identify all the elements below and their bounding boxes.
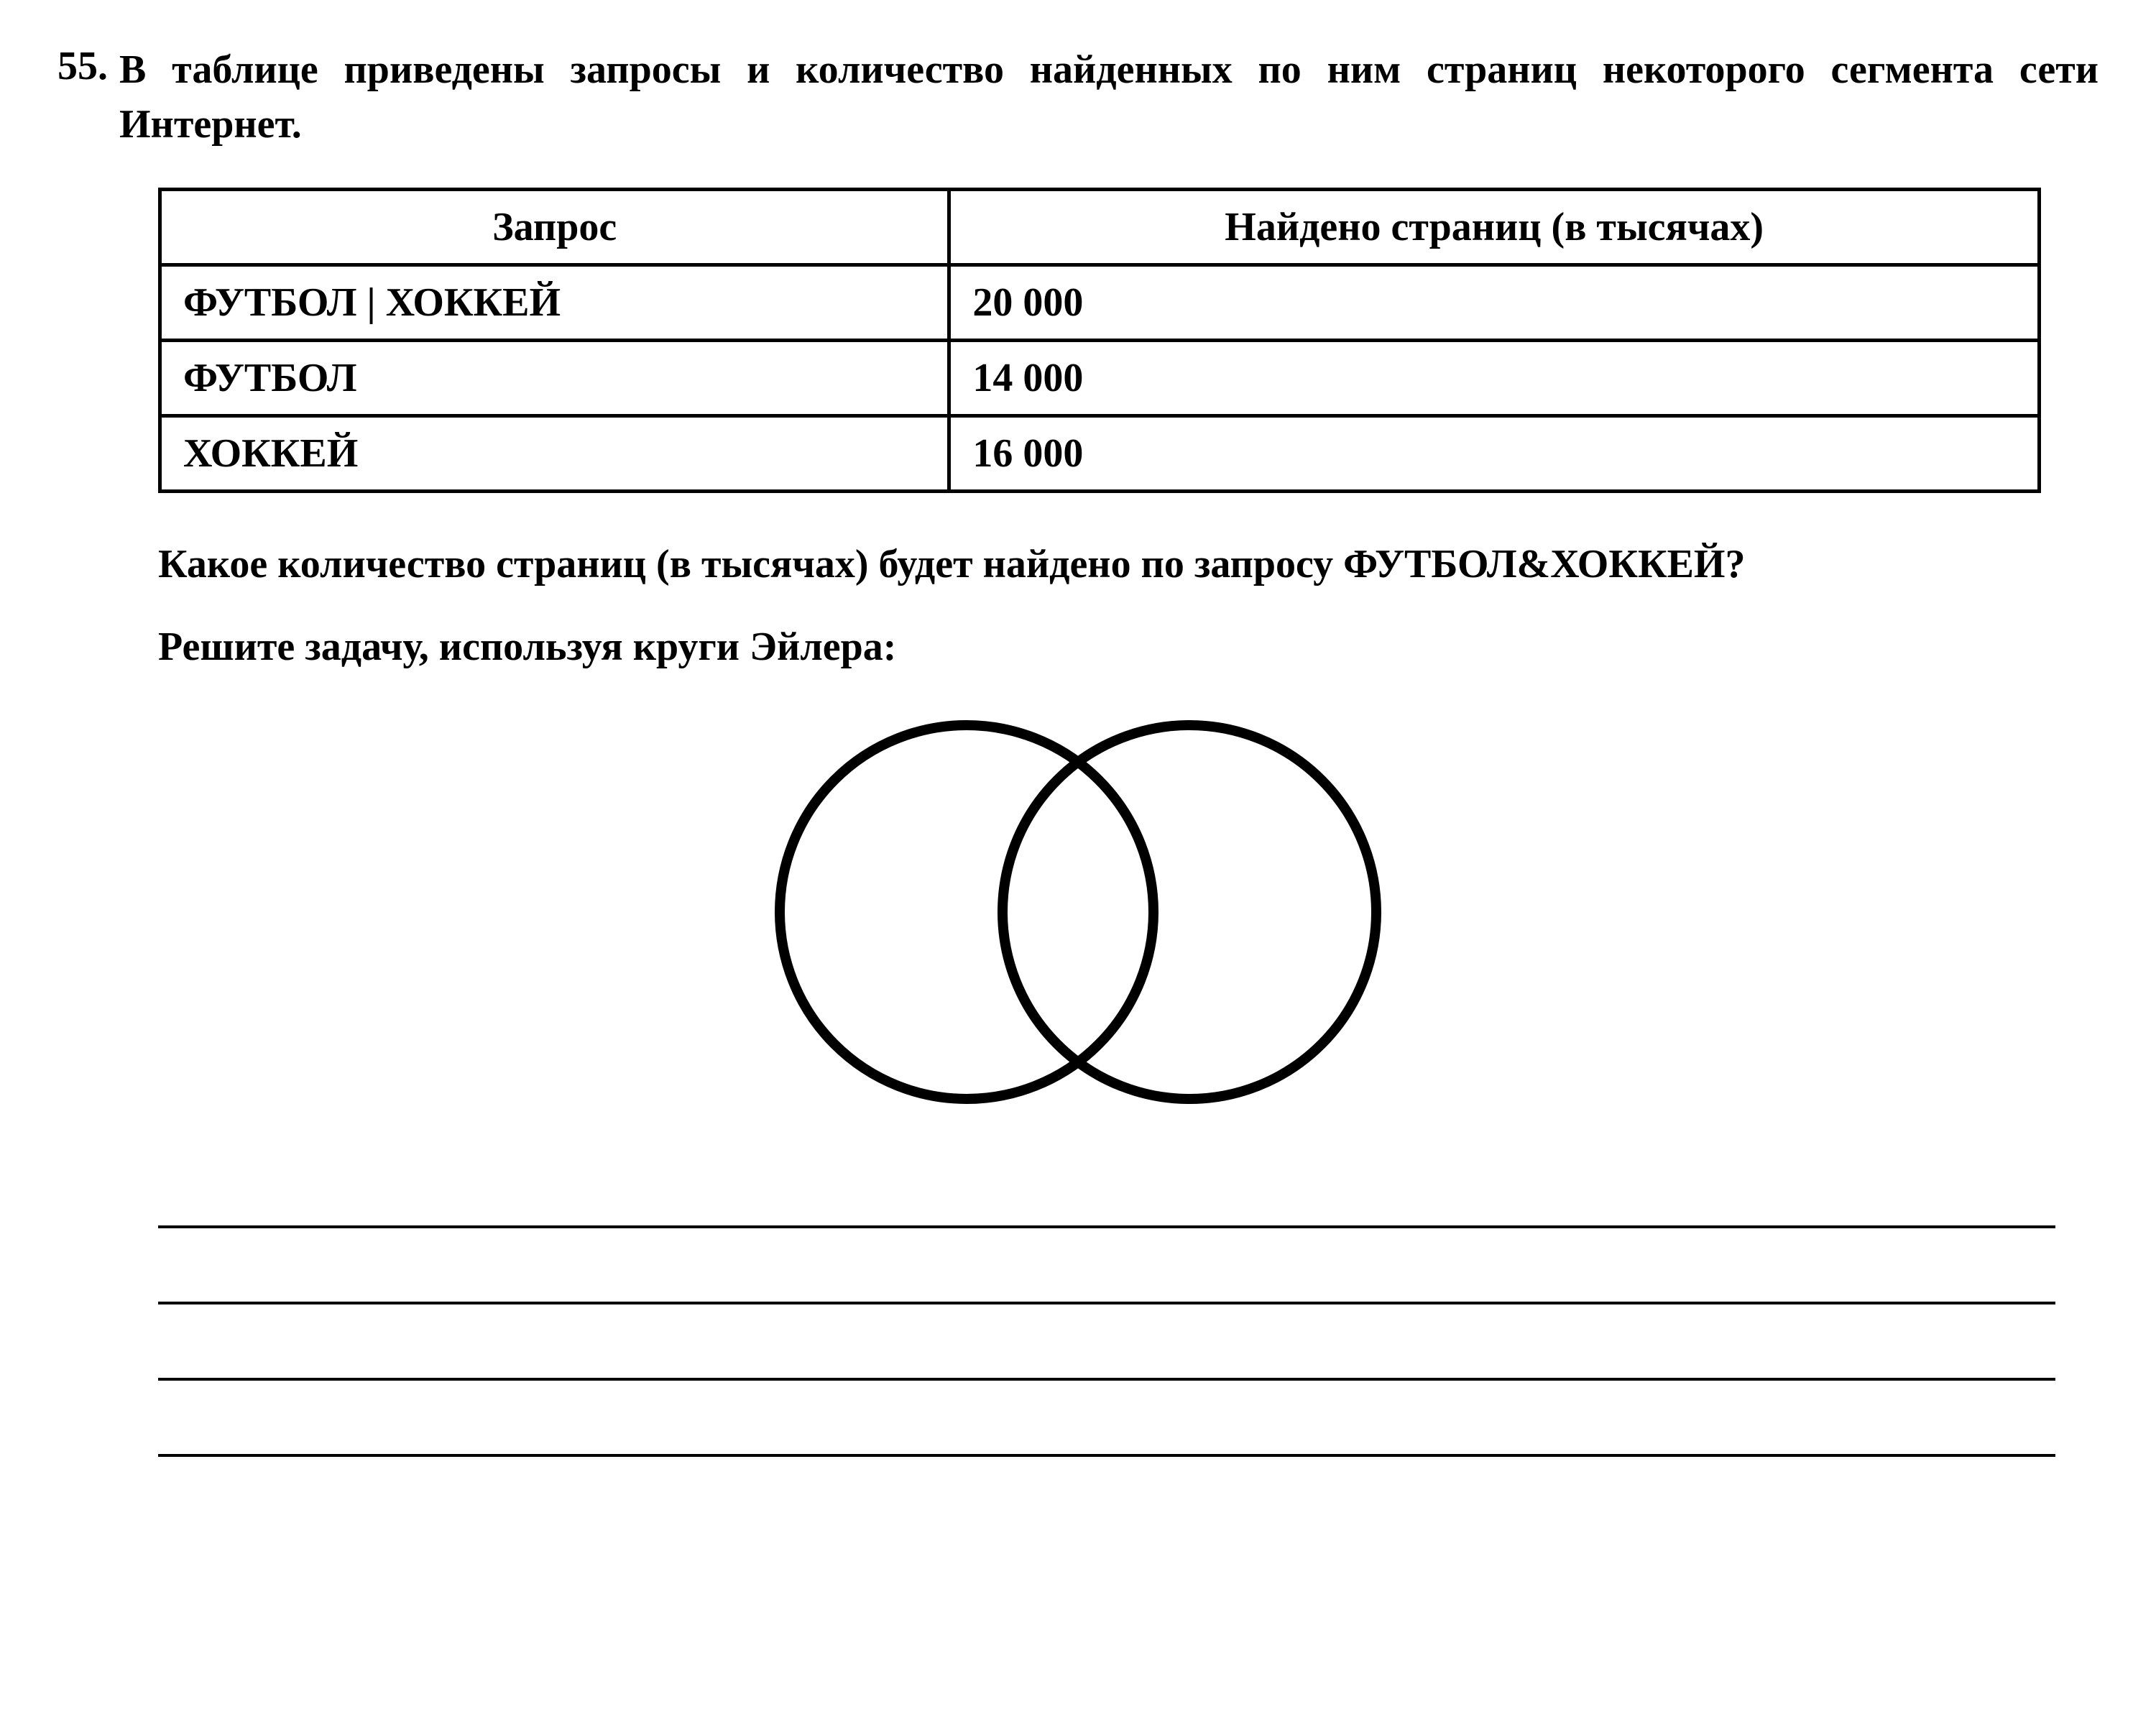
- answer-line: [158, 1171, 2055, 1228]
- table-header-pages: Найдено страниц (в тысячах): [949, 190, 2040, 265]
- table-row: ХОККЕЙ 16 000: [160, 416, 2040, 492]
- venn-diagram-svg: [701, 711, 1455, 1113]
- answer-line: [158, 1323, 2055, 1381]
- data-table: Запрос Найдено страниц (в тысячах) ФУТБО…: [158, 188, 2041, 493]
- problem-intro-text: В таблице приведены запросы и количество…: [119, 43, 2099, 152]
- answer-line: [158, 1247, 2055, 1304]
- question-text: Какое количество страниц (в тысячах) буд…: [158, 536, 2070, 592]
- venn-diagram-container: [57, 711, 2099, 1113]
- venn-circle-left: [780, 725, 1153, 1099]
- table-header-row: Запрос Найдено страниц (в тысячах): [160, 190, 2040, 265]
- answer-line: [158, 1399, 2055, 1457]
- table-cell-query: ФУТБОЛ: [160, 341, 949, 416]
- table-row: ФУТБОЛ 14 000: [160, 341, 2040, 416]
- answer-lines-container: [158, 1171, 2055, 1457]
- table-row: ФУТБОЛ | ХОККЕЙ 20 000: [160, 265, 2040, 341]
- table-cell-value: 20 000: [949, 265, 2040, 341]
- table-cell-query: ФУТБОЛ | ХОККЕЙ: [160, 265, 949, 341]
- table-cell-value: 16 000: [949, 416, 2040, 492]
- table-header-query: Запрос: [160, 190, 949, 265]
- venn-circle-right: [1003, 725, 1376, 1099]
- instruction-text: Решите задачу, используя круги Эйлера:: [158, 619, 2070, 675]
- data-table-container: Запрос Найдено страниц (в тысячах) ФУТБО…: [158, 188, 2041, 493]
- problem-number: 55.: [57, 43, 108, 89]
- problem-header: 55. В таблице приведены запросы и количе…: [57, 43, 2099, 152]
- table-cell-query: ХОККЕЙ: [160, 416, 949, 492]
- table-cell-value: 14 000: [949, 341, 2040, 416]
